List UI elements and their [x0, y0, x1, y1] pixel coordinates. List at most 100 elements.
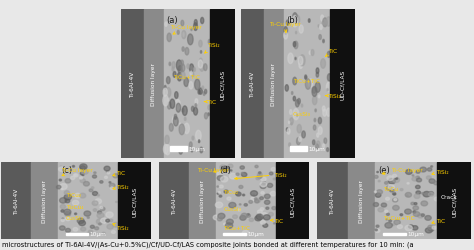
Ellipse shape	[60, 198, 67, 203]
Ellipse shape	[392, 224, 394, 226]
Ellipse shape	[191, 107, 194, 112]
Text: Ti-Cu layer: Ti-Cu layer	[269, 22, 301, 33]
Bar	[210, 10, 235, 159]
Ellipse shape	[323, 40, 324, 43]
Text: Ti-6Al-4V: Ti-6Al-4V	[250, 71, 255, 98]
Text: TiSi₂: TiSi₂	[113, 224, 129, 230]
Ellipse shape	[217, 172, 222, 176]
Bar	[347, 162, 375, 239]
Ellipse shape	[255, 166, 258, 168]
Ellipse shape	[267, 184, 273, 188]
Ellipse shape	[104, 166, 110, 171]
Ellipse shape	[181, 65, 185, 72]
Ellipse shape	[184, 118, 186, 121]
Ellipse shape	[217, 217, 222, 221]
Ellipse shape	[185, 48, 189, 56]
Ellipse shape	[97, 195, 100, 196]
Ellipse shape	[322, 23, 323, 26]
Bar	[121, 10, 144, 159]
Ellipse shape	[312, 87, 317, 97]
Ellipse shape	[432, 224, 435, 226]
Ellipse shape	[200, 148, 203, 153]
Ellipse shape	[199, 41, 202, 48]
Ellipse shape	[258, 215, 263, 219]
Text: Cu₅Si₃: Cu₅Si₃	[65, 215, 83, 220]
Ellipse shape	[295, 32, 297, 34]
Ellipse shape	[256, 214, 264, 220]
Ellipse shape	[393, 192, 395, 194]
Bar	[290, 147, 307, 151]
Ellipse shape	[190, 65, 193, 73]
Ellipse shape	[239, 204, 241, 205]
Ellipse shape	[102, 232, 105, 235]
Ellipse shape	[385, 223, 392, 228]
Ellipse shape	[312, 96, 317, 105]
Ellipse shape	[319, 36, 321, 40]
Ellipse shape	[83, 182, 90, 186]
Ellipse shape	[400, 214, 403, 216]
Ellipse shape	[299, 26, 303, 34]
Ellipse shape	[264, 194, 270, 199]
Ellipse shape	[269, 172, 273, 175]
Ellipse shape	[432, 226, 437, 229]
Ellipse shape	[388, 179, 395, 184]
Ellipse shape	[82, 170, 88, 174]
Ellipse shape	[288, 17, 291, 22]
Ellipse shape	[80, 166, 85, 170]
Ellipse shape	[317, 134, 319, 138]
Ellipse shape	[116, 202, 117, 203]
Bar	[264, 10, 284, 159]
Ellipse shape	[257, 210, 262, 214]
Ellipse shape	[92, 201, 98, 205]
Ellipse shape	[377, 172, 378, 173]
Ellipse shape	[295, 100, 299, 108]
Ellipse shape	[204, 113, 208, 119]
Ellipse shape	[261, 177, 266, 181]
Text: Ti-Cu layer: Ti-Cu layer	[197, 168, 228, 172]
Ellipse shape	[93, 209, 97, 212]
Ellipse shape	[255, 216, 262, 221]
Ellipse shape	[202, 87, 204, 90]
Ellipse shape	[327, 108, 331, 117]
Ellipse shape	[239, 186, 243, 189]
Ellipse shape	[73, 228, 78, 231]
Ellipse shape	[201, 18, 204, 24]
Ellipse shape	[395, 178, 398, 180]
Ellipse shape	[392, 178, 400, 183]
Ellipse shape	[412, 177, 418, 181]
Text: microstructures of Ti-6Al-4V/(As-Cu+0.5%C)/Cf/UD-Cf/LAS composite joints bonded : microstructures of Ti-6Al-4V/(As-Cu+0.5%…	[2, 240, 414, 247]
Ellipse shape	[327, 52, 330, 58]
Ellipse shape	[229, 174, 237, 179]
Ellipse shape	[79, 220, 85, 226]
Bar	[31, 162, 58, 239]
Text: Diffusion layer: Diffusion layer	[200, 179, 205, 222]
Ellipse shape	[233, 215, 237, 219]
Ellipse shape	[392, 198, 398, 202]
Ellipse shape	[260, 182, 267, 187]
Ellipse shape	[264, 215, 270, 220]
Ellipse shape	[302, 132, 305, 138]
Ellipse shape	[255, 198, 257, 200]
Text: TiC: TiC	[204, 100, 217, 105]
Ellipse shape	[94, 172, 96, 174]
Ellipse shape	[169, 124, 173, 132]
Ellipse shape	[164, 86, 166, 90]
Ellipse shape	[182, 34, 184, 37]
Ellipse shape	[394, 220, 401, 225]
Ellipse shape	[111, 230, 115, 234]
Ellipse shape	[220, 165, 226, 170]
Ellipse shape	[326, 18, 331, 27]
Ellipse shape	[260, 220, 265, 224]
Ellipse shape	[106, 212, 113, 218]
Ellipse shape	[192, 136, 194, 140]
Ellipse shape	[273, 223, 275, 224]
Ellipse shape	[199, 88, 202, 95]
Ellipse shape	[182, 106, 187, 116]
Ellipse shape	[65, 217, 70, 221]
Text: Ti-6Al-4V: Ti-6Al-4V	[172, 188, 177, 214]
Ellipse shape	[244, 204, 247, 206]
Ellipse shape	[82, 174, 84, 176]
Ellipse shape	[113, 222, 119, 227]
Ellipse shape	[291, 123, 292, 125]
Ellipse shape	[65, 199, 70, 203]
